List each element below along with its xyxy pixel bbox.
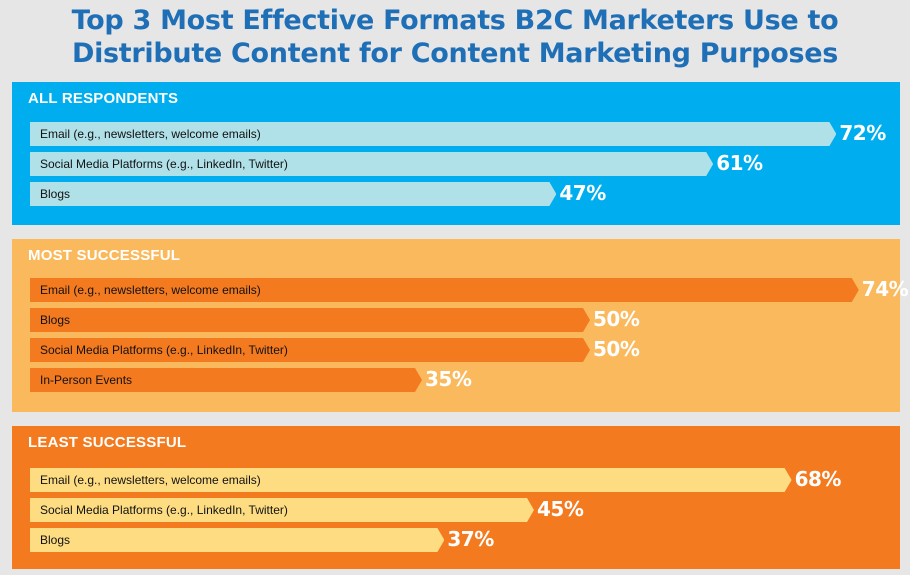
bar-label-least-successful-3: Blogs [40, 533, 71, 547]
bar-value-least-successful-2: 45% [537, 497, 584, 521]
bar-least-successful-1 [30, 468, 792, 492]
bar-most-successful-4 [30, 368, 422, 392]
bar-value-least-successful-3: 37% [447, 527, 494, 551]
bar-label-most-successful-3: Social Media Platforms (e.g., LinkedIn, … [40, 343, 288, 357]
panel-all-respondents: ALL RESPONDENTS Email (e.g., newsletters… [12, 82, 900, 225]
bar-value-all-respondents-2: 61% [716, 151, 763, 175]
bar-label-all-respondents-2: Social Media Platforms (e.g., LinkedIn, … [40, 157, 288, 171]
bar-all-respondents-3 [30, 182, 556, 206]
bar-all-respondents-1 [30, 122, 836, 146]
bar-value-all-respondents-3: 47% [559, 181, 606, 205]
panel-heading-all-respondents: ALL RESPONDENTS [28, 90, 179, 107]
bar-least-successful-3 [30, 528, 444, 552]
bar-value-most-successful-1: 74% [861, 277, 909, 301]
bar-most-successful-1 [30, 278, 859, 302]
chart-title: Top 3 Most Effective Formats B2C Markete… [0, 4, 910, 70]
bar-label-all-respondents-3: Blogs [40, 187, 71, 201]
bar-value-most-successful-3: 50% [593, 337, 640, 361]
bar-label-most-successful-2: Blogs [40, 313, 71, 327]
panel-heading-most-successful: MOST SUCCESSFUL [28, 247, 181, 264]
bar-most-successful-2 [30, 308, 590, 332]
panel-least-successful: LEAST SUCCESSFUL Email (e.g., newsletter… [12, 426, 900, 569]
bar-most-successful-3 [30, 338, 590, 362]
bar-all-respondents-2 [30, 152, 713, 176]
bar-label-all-respondents-1: Email (e.g., newsletters, welcome emails… [40, 127, 261, 141]
bar-value-most-successful-2: 50% [593, 307, 640, 331]
bar-least-successful-2 [30, 498, 534, 522]
bar-label-most-successful-4: In-Person Events [40, 373, 133, 387]
bar-label-least-successful-1: Email (e.g., newsletters, welcome emails… [40, 473, 261, 487]
bar-value-least-successful-1: 68% [794, 467, 842, 491]
bar-value-all-respondents-1: 72% [839, 121, 886, 145]
panel-most-successful: MOST SUCCESSFUL Email (e.g., newsletters… [12, 239, 909, 412]
chart-title-line-1: Top 3 Most Effective Formats B2C Markete… [71, 5, 839, 36]
chart-title-line-2: Distribute Content for Content Marketing… [71, 38, 839, 69]
bar-label-least-successful-2: Social Media Platforms (e.g., LinkedIn, … [40, 503, 288, 517]
panel-heading-least-successful: LEAST SUCCESSFUL [28, 434, 187, 451]
bar-label-most-successful-1: Email (e.g., newsletters, welcome emails… [40, 283, 261, 297]
bar-value-most-successful-4: 35% [425, 367, 472, 391]
